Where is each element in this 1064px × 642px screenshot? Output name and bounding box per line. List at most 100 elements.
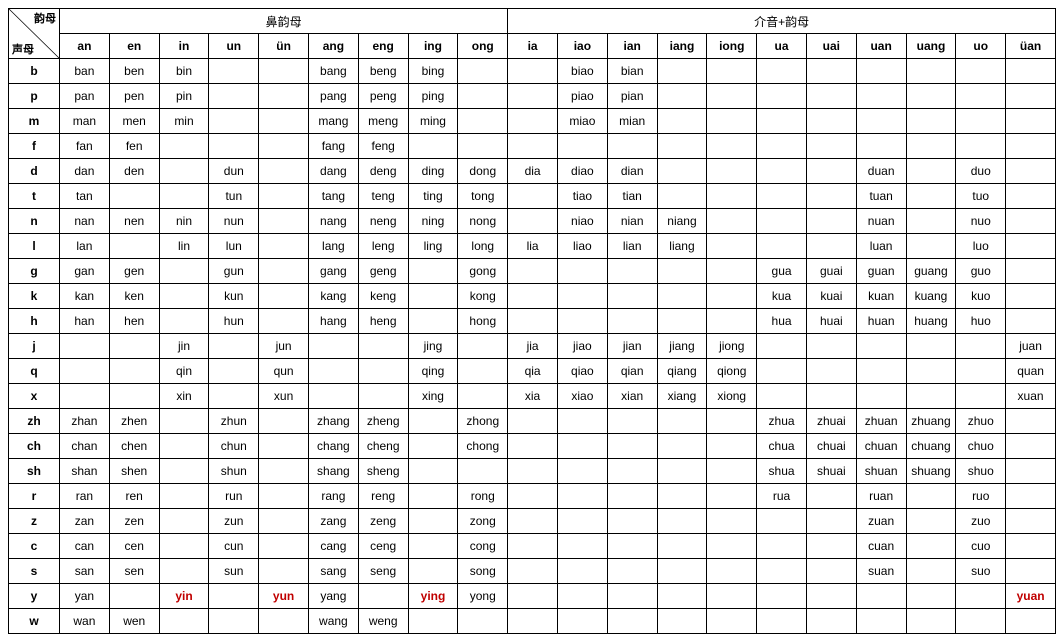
syllable-cell — [607, 434, 657, 459]
syllable-cell: bian — [607, 59, 657, 84]
syllable-cell — [458, 459, 508, 484]
syllable-cell: xiao — [557, 384, 607, 409]
syllable-cell: kan — [60, 284, 110, 309]
syllable-cell: pang — [308, 84, 358, 109]
syllable-cell — [707, 284, 757, 309]
corner-cell: 韵母 声母 — [9, 9, 60, 59]
syllable-cell: zen — [109, 509, 159, 534]
syllable-cell: men — [109, 109, 159, 134]
syllable-cell: tan — [60, 184, 110, 209]
table-row: qqinqunqingqiaqiaoqianqiangqiongquan — [9, 359, 1056, 384]
final-header: iong — [707, 34, 757, 59]
syllable-cell: chuai — [806, 434, 856, 459]
final-header: ong — [458, 34, 508, 59]
syllable-cell: suo — [956, 559, 1006, 584]
final-header: iang — [657, 34, 707, 59]
syllable-cell: lun — [209, 234, 259, 259]
syllable-cell — [757, 359, 807, 384]
syllable-cell: dia — [508, 159, 558, 184]
syllable-cell: tiao — [557, 184, 607, 209]
syllable-cell — [856, 109, 906, 134]
syllable-cell: dang — [308, 159, 358, 184]
syllable-cell: seng — [358, 559, 408, 584]
syllable-cell — [259, 484, 309, 509]
syllable-cell: xian — [607, 384, 657, 409]
table-row: yyanyinyunyangyingyongyuan — [9, 584, 1056, 609]
syllable-cell: song — [458, 559, 508, 584]
syllable-cell: piao — [557, 84, 607, 109]
syllable-cell — [508, 409, 558, 434]
syllable-cell — [259, 284, 309, 309]
syllable-cell: wang — [308, 609, 358, 634]
syllable-cell — [1006, 409, 1056, 434]
syllable-cell — [806, 384, 856, 409]
syllable-cell: zheng — [358, 409, 408, 434]
syllable-cell: nan — [60, 209, 110, 234]
syllable-cell: yin — [159, 584, 209, 609]
syllable-cell: zhuan — [856, 409, 906, 434]
syllable-cell: rua — [757, 484, 807, 509]
corner-bottom-label: 声母 — [12, 41, 34, 57]
syllable-cell: leng — [358, 234, 408, 259]
syllable-cell: kun — [209, 284, 259, 309]
syllable-cell — [259, 59, 309, 84]
final-header: ang — [308, 34, 358, 59]
syllable-cell: kuo — [956, 284, 1006, 309]
syllable-cell — [209, 334, 259, 359]
syllable-cell: keng — [358, 284, 408, 309]
syllable-cell: sun — [209, 559, 259, 584]
syllable-cell: shan — [60, 459, 110, 484]
syllable-cell — [707, 234, 757, 259]
syllable-cell: wan — [60, 609, 110, 634]
group-header: 鼻韵母 — [60, 9, 508, 34]
syllable-cell: ting — [408, 184, 458, 209]
syllable-cell — [806, 234, 856, 259]
initial-cell: x — [9, 384, 60, 409]
syllable-cell — [358, 359, 408, 384]
syllable-cell — [707, 559, 757, 584]
syllable-cell — [458, 134, 508, 159]
syllable-cell: qin — [159, 359, 209, 384]
syllable-cell: meng — [358, 109, 408, 134]
syllable-cell — [707, 109, 757, 134]
syllable-cell — [757, 209, 807, 234]
syllable-cell: ren — [109, 484, 159, 509]
table-row: ttantuntangtengtingtongtiaotiantuantuo — [9, 184, 1056, 209]
table-row: zzanzenzunzangzengzongzuanzuo — [9, 509, 1056, 534]
syllable-cell: zong — [458, 509, 508, 534]
syllable-cell — [906, 384, 956, 409]
syllable-cell: zun — [209, 509, 259, 534]
table-row: rranrenrunrangrengrongruaruanruo — [9, 484, 1056, 509]
final-header: uai — [806, 34, 856, 59]
final-header: in — [159, 34, 209, 59]
syllable-cell: lang — [308, 234, 358, 259]
syllable-cell — [657, 259, 707, 284]
syllable-cell: shuai — [806, 459, 856, 484]
final-header: ün — [259, 34, 309, 59]
syllable-cell: zuan — [856, 509, 906, 534]
syllable-cell — [956, 609, 1006, 634]
syllable-cell: zan — [60, 509, 110, 534]
syllable-cell: miao — [557, 109, 607, 134]
syllable-cell: ceng — [358, 534, 408, 559]
table-row: chchanchenchunchangchengchongchuachuaich… — [9, 434, 1056, 459]
syllable-cell — [856, 359, 906, 384]
table-row: ddandendundangdengdingdongdiadiaodiandua… — [9, 159, 1056, 184]
syllable-cell: zhuang — [906, 409, 956, 434]
syllable-cell: weng — [358, 609, 408, 634]
final-header: uo — [956, 34, 1006, 59]
syllable-cell — [806, 334, 856, 359]
syllable-cell — [757, 84, 807, 109]
syllable-cell: zhua — [757, 409, 807, 434]
syllable-cell — [906, 334, 956, 359]
table-row: wwanwenwangweng — [9, 609, 1056, 634]
syllable-cell — [259, 259, 309, 284]
syllable-cell — [607, 609, 657, 634]
table-row: ffanfenfangfeng — [9, 134, 1056, 159]
syllable-cell: xiang — [657, 384, 707, 409]
initial-cell: y — [9, 584, 60, 609]
syllable-cell: huan — [856, 309, 906, 334]
initial-cell: c — [9, 534, 60, 559]
syllable-cell — [159, 484, 209, 509]
syllable-cell — [508, 534, 558, 559]
